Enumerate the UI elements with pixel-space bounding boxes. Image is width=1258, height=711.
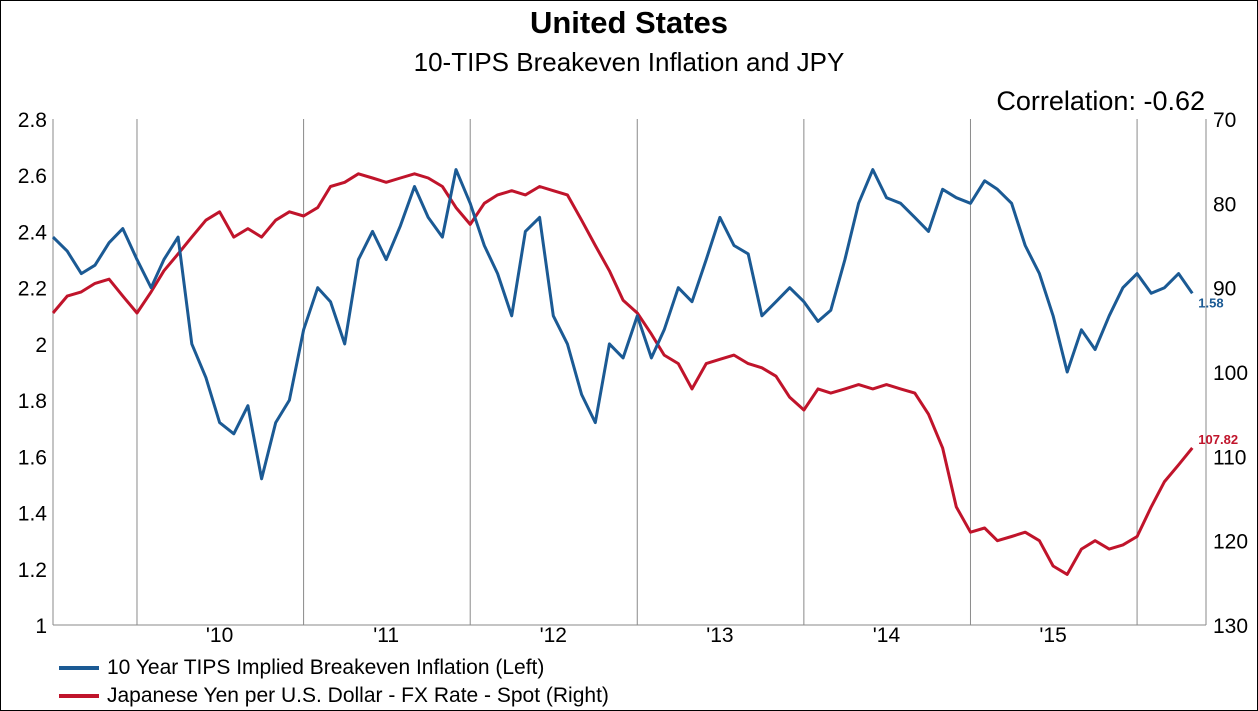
tips-last-value-label: 1.58: [1198, 295, 1223, 310]
legend-swatch-tips: [59, 666, 99, 670]
x-tick-label: '10: [206, 624, 233, 647]
jpy-last-value-label: 107.82: [1198, 432, 1238, 447]
y-right-tick-label: 110: [1213, 446, 1246, 469]
y-left-tick-label: 2.2: [18, 278, 47, 301]
legend-label-tips: 10 Year TIPS Implied Breakeven Inflation…: [107, 656, 545, 679]
legend-item-jpy: Japanese Yen per U.S. Dollar - FX Rate -…: [59, 683, 609, 709]
y-right-tick-label: 100: [1213, 362, 1248, 385]
chart-subtitle: 10-TIPS Breakeven Inflation and JPY: [413, 47, 845, 77]
right-axis-tick-labels: 70 80 90 100 110 120 130: [1213, 109, 1248, 638]
y-left-tick-label: 2.8: [18, 109, 47, 132]
chart-title: United States: [529, 5, 729, 40]
correlation-annotation: Correlation: -0.62: [996, 86, 1205, 116]
legend-label-jpy: Japanese Yen per U.S. Dollar - FX Rate -…: [107, 684, 609, 707]
x-axis-tick-labels: '10 '11 '12 '13 '14 '15: [206, 624, 1067, 647]
y-right-tick-label: 70: [1213, 109, 1236, 132]
vertical-gridlines: [136, 119, 1138, 625]
y-right-tick-label: 90: [1213, 278, 1236, 301]
legend-swatch-jpy: [59, 694, 99, 698]
x-tick-label: '14: [873, 624, 901, 647]
legend-item-tips: 10 Year TIPS Implied Breakeven Inflation…: [59, 655, 544, 681]
tips-series-line: [51, 168, 1194, 481]
y-right-tick-label: 130: [1213, 615, 1248, 638]
y-right-tick-label: 120: [1213, 531, 1248, 554]
y-left-tick-label: 1.4: [18, 503, 48, 526]
x-tick-label: '11: [373, 624, 399, 647]
x-tick-label: '13: [706, 624, 733, 647]
y-right-tick-label: 80: [1213, 193, 1236, 216]
y-left-tick-label: 1.2: [18, 559, 47, 582]
y-left-tick-label: 2.6: [18, 165, 47, 188]
jpy-series-line: [51, 172, 1194, 576]
x-tick-label: '15: [1039, 624, 1066, 647]
left-axis-tick-labels: 1 1.2 1.4 1.6 1.8 2 2.2 2.4 2.6 2.8: [18, 109, 48, 638]
y-left-tick-label: 1.8: [18, 390, 47, 413]
y-left-tick-label: 1: [35, 615, 47, 638]
y-left-tick-label: 2: [35, 334, 47, 357]
y-left-tick-label: 2.4: [18, 221, 48, 244]
x-tick-label: '12: [540, 624, 567, 647]
y-left-tick-label: 1.6: [18, 446, 47, 469]
